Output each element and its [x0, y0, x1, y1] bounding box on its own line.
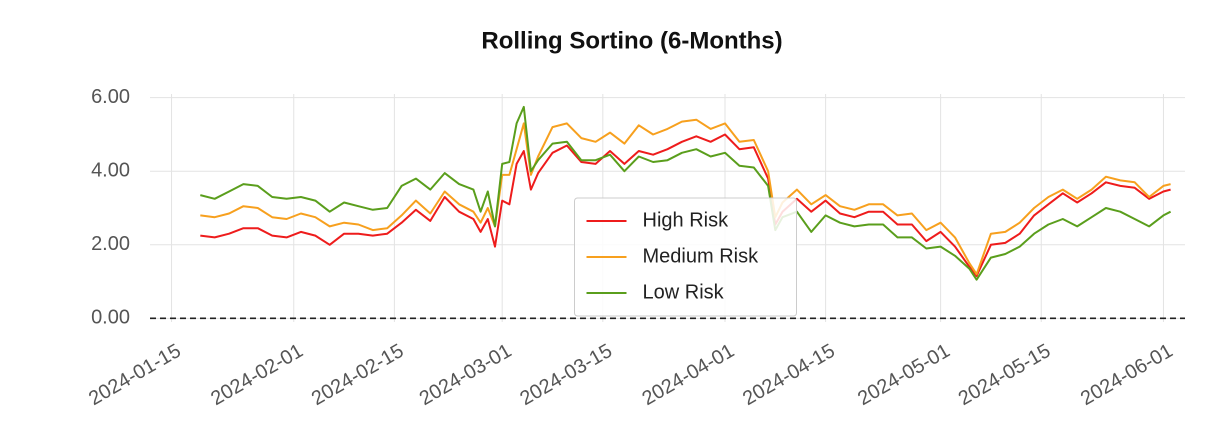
- x-tick-label: 2024-02-15: [308, 340, 408, 410]
- y-tick-label: 4.00: [91, 160, 130, 182]
- x-tick-label: 2024-05-01: [854, 340, 954, 410]
- x-tick-label: 2024-05-15: [955, 340, 1055, 410]
- x-tick-label: 2024-02-01: [207, 340, 307, 410]
- series-line: [200, 105, 1172, 281]
- x-tick-label: 2024-06-01: [1077, 340, 1177, 410]
- x-tick-label: 2024-03-01: [416, 340, 516, 410]
- x-tick-label: 2024-03-15: [516, 340, 616, 410]
- legend-label: Low Risk: [643, 281, 725, 303]
- legend-label: Medium Risk: [643, 245, 760, 267]
- y-tick-label: 6.00: [91, 86, 130, 108]
- y-tick-label: 2.00: [91, 233, 130, 255]
- y-tick-label: 0.00: [91, 307, 130, 329]
- x-tick-label: 2024-04-15: [739, 340, 839, 410]
- legend: High Risk Medium Risk Low Risk: [574, 197, 797, 317]
- series-line: [200, 118, 1171, 276]
- x-tick-label: 2024-01-15: [85, 340, 185, 410]
- x-tick-label: 2024-04-01: [639, 340, 739, 410]
- series-line: [200, 133, 1171, 277]
- legend-box: [574, 197, 797, 317]
- grid: [150, 94, 1185, 322]
- legend-label: High Risk: [643, 209, 730, 231]
- chart-title: Rolling Sortino (6-Months): [481, 27, 782, 54]
